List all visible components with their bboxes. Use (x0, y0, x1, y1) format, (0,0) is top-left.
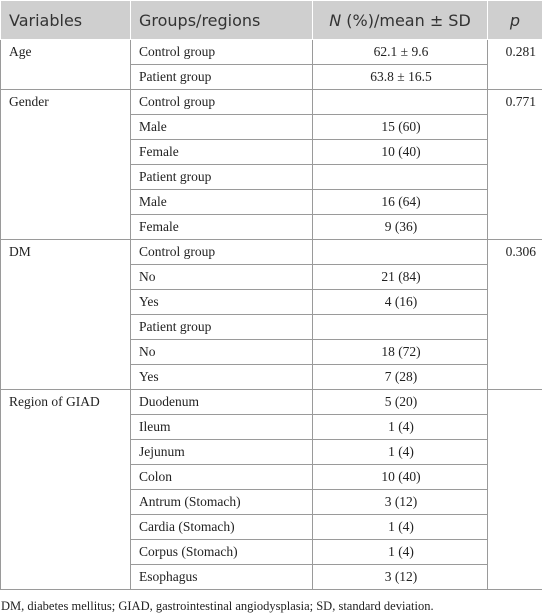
group-cell: Female (130, 139, 313, 165)
group-cell: Cardia (Stomach) (130, 514, 313, 540)
value-cell: 9 (36) (312, 214, 488, 240)
value-cell: 10 (40) (312, 139, 488, 165)
variable-cell: DM (0, 239, 131, 390)
value-cell (312, 314, 488, 340)
table-row: Patient group 63.8 ± 16.5 (1, 64, 542, 90)
group-cell: Patient group (130, 314, 313, 340)
group-cell: Patient group (130, 64, 313, 90)
variable-cell: Gender (0, 89, 131, 240)
value-cell: 16 (64) (312, 189, 488, 215)
table-row: Ileum 1 (4) (1, 414, 542, 440)
table-row: Colon 10 (40) (1, 464, 542, 490)
table-row: Female 10 (40) (1, 139, 542, 165)
group-cell: Male (130, 189, 313, 215)
value-cell: 62.1 ± 9.6 (312, 39, 488, 65)
value-cell: 5 (20) (312, 389, 488, 415)
group-cell: Corpus (Stomach) (130, 539, 313, 565)
group-cell: Antrum (Stomach) (130, 489, 313, 515)
value-cell: 4 (16) (312, 289, 488, 315)
p-value-cell: 0.281 (487, 39, 542, 90)
value-cell: 3 (12) (312, 489, 488, 515)
value-cell (312, 239, 488, 265)
group-cell: Control group (130, 239, 313, 265)
group-cell: Colon (130, 464, 313, 490)
header-row: Variables Groups/regions N (%)/mean ± SD… (0, 0, 542, 40)
value-cell: 18 (72) (312, 339, 488, 365)
value-cell (312, 89, 488, 115)
group-cell: Yes (130, 364, 313, 390)
data-table: Variables Groups/regions N (%)/mean ± SD… (0, 0, 542, 590)
group-cell: Control group (130, 89, 313, 115)
value-cell: 21 (84) (312, 264, 488, 290)
value-cell: 7 (28) (312, 364, 488, 390)
value-cell (312, 164, 488, 190)
group-cell: Male (130, 114, 313, 140)
variable-cell: Age (0, 39, 131, 90)
group-cell: No (130, 264, 313, 290)
table-row: Esophagus 3 (12) (1, 564, 542, 590)
table-row: No 21 (84) (1, 264, 542, 290)
p-value-cell: 0.771 (487, 89, 542, 240)
group-cell: No (130, 339, 313, 365)
value-cell: 1 (4) (312, 414, 488, 440)
value-cell: 10 (40) (312, 464, 488, 490)
value-cell: 1 (4) (312, 514, 488, 540)
group-cell: Yes (130, 289, 313, 315)
header-cell: Variables (0, 0, 131, 40)
footnote: DM, diabetes mellitus; GIAD, gastrointes… (1, 599, 434, 613)
header-cell: Groups/regions (130, 0, 313, 40)
table-row: Female 9 (36) (1, 214, 542, 240)
table-row: Region of GIAD Duodenum 5 (20) (0, 389, 542, 590)
table-row: Jejunum 1 (4) (1, 439, 542, 465)
group-cell: Duodenum (130, 389, 313, 415)
group-cell: Female (130, 214, 313, 240)
table-row: Male 15 (60) (1, 114, 542, 140)
value-cell: 63.8 ± 16.5 (312, 64, 488, 90)
value-cell: 3 (12) (312, 564, 488, 590)
table-body: Age Control group 62.1 ± 9.6 0.281 Patient g… (0, 39, 542, 590)
group-cell: Ileum (130, 414, 313, 440)
group-cell: Esophagus (130, 564, 313, 590)
table-row: Patient group (1, 314, 542, 340)
table-row: Age Control group 62.1 ± 9.6 0.281 (0, 39, 542, 90)
p-value-cell (487, 389, 542, 590)
table-row: Antrum (Stomach) 3 (12) (1, 489, 542, 515)
table-row: Corpus (Stomach) 1 (4) (1, 539, 542, 565)
value-cell: 1 (4) (312, 439, 488, 465)
group-cell: Jejunum (130, 439, 313, 465)
table-row: Male 16 (64) (1, 189, 542, 215)
table-row: DM Control group 0.306 (0, 239, 542, 390)
value-cell: 1 (4) (312, 539, 488, 565)
table-row: Yes 4 (16) (1, 289, 542, 315)
table-row: Gender Control group 0.771 (0, 89, 542, 240)
table-row: Patient group (1, 164, 542, 190)
header-cell: N (%)/mean ± SD (312, 0, 488, 40)
variable-cell: Region of GIAD (0, 389, 131, 590)
value-cell: 15 (60) (312, 114, 488, 140)
group-cell: Control group (130, 39, 313, 65)
table-row: No 18 (72) (1, 339, 542, 365)
header-cell: p (487, 0, 542, 40)
group-cell: Patient group (130, 164, 313, 190)
p-value-cell: 0.306 (487, 239, 542, 390)
